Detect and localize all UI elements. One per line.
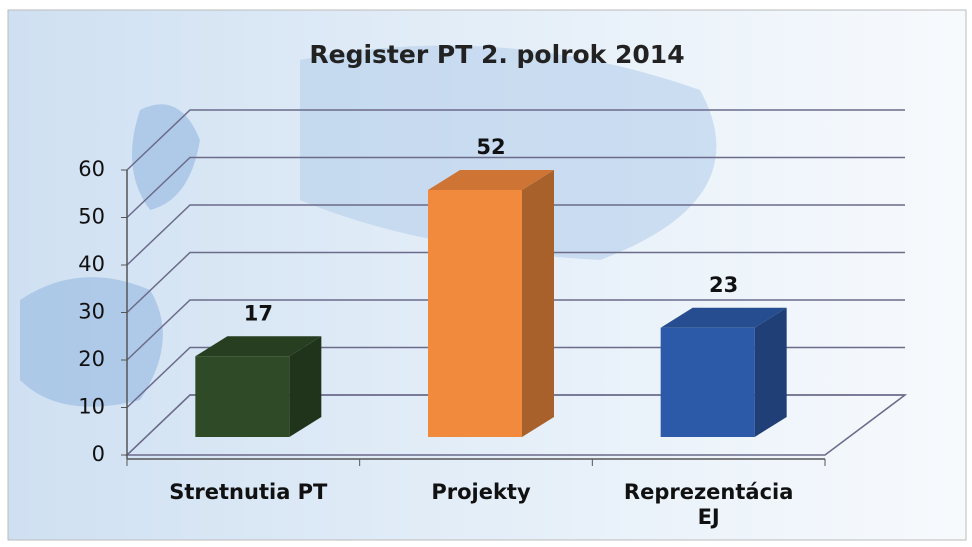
map-shape [132, 104, 200, 210]
map-shape [20, 277, 163, 407]
bar [195, 356, 290, 437]
y-tick-label: 60 [78, 157, 105, 181]
y-tick-label: 30 [78, 300, 105, 324]
grid-line [126, 299, 905, 361]
bar-side [754, 307, 787, 437]
chart-title: Register PT 2. polrok 2014 [309, 40, 684, 69]
grid-line [126, 156, 905, 219]
grid-line [126, 204, 905, 266]
grid-line [126, 251, 905, 314]
y-tick-label: 40 [78, 252, 105, 276]
grid-line [126, 109, 905, 171]
value-label: 17 [244, 301, 273, 325]
y-tick-label: 10 [78, 395, 105, 419]
bar-top [428, 170, 554, 190]
y-tick-label: 20 [78, 347, 105, 371]
value-label: 23 [709, 273, 738, 297]
x-tick-label: Reprezentácia EJ [623, 480, 794, 529]
bar [428, 190, 522, 437]
y-tick-label: 50 [78, 205, 105, 229]
bar-side [522, 170, 554, 437]
map-shape [300, 45, 717, 260]
bar-side [289, 336, 322, 437]
x-tick-label: Projekty [431, 480, 531, 504]
x-tick-label: Stretnutia PT [169, 480, 328, 504]
y-tick-label: 0 [92, 442, 105, 466]
bar-top [195, 336, 322, 357]
bar [660, 327, 755, 437]
value-label: 52 [476, 135, 505, 159]
bar-top [660, 307, 787, 328]
